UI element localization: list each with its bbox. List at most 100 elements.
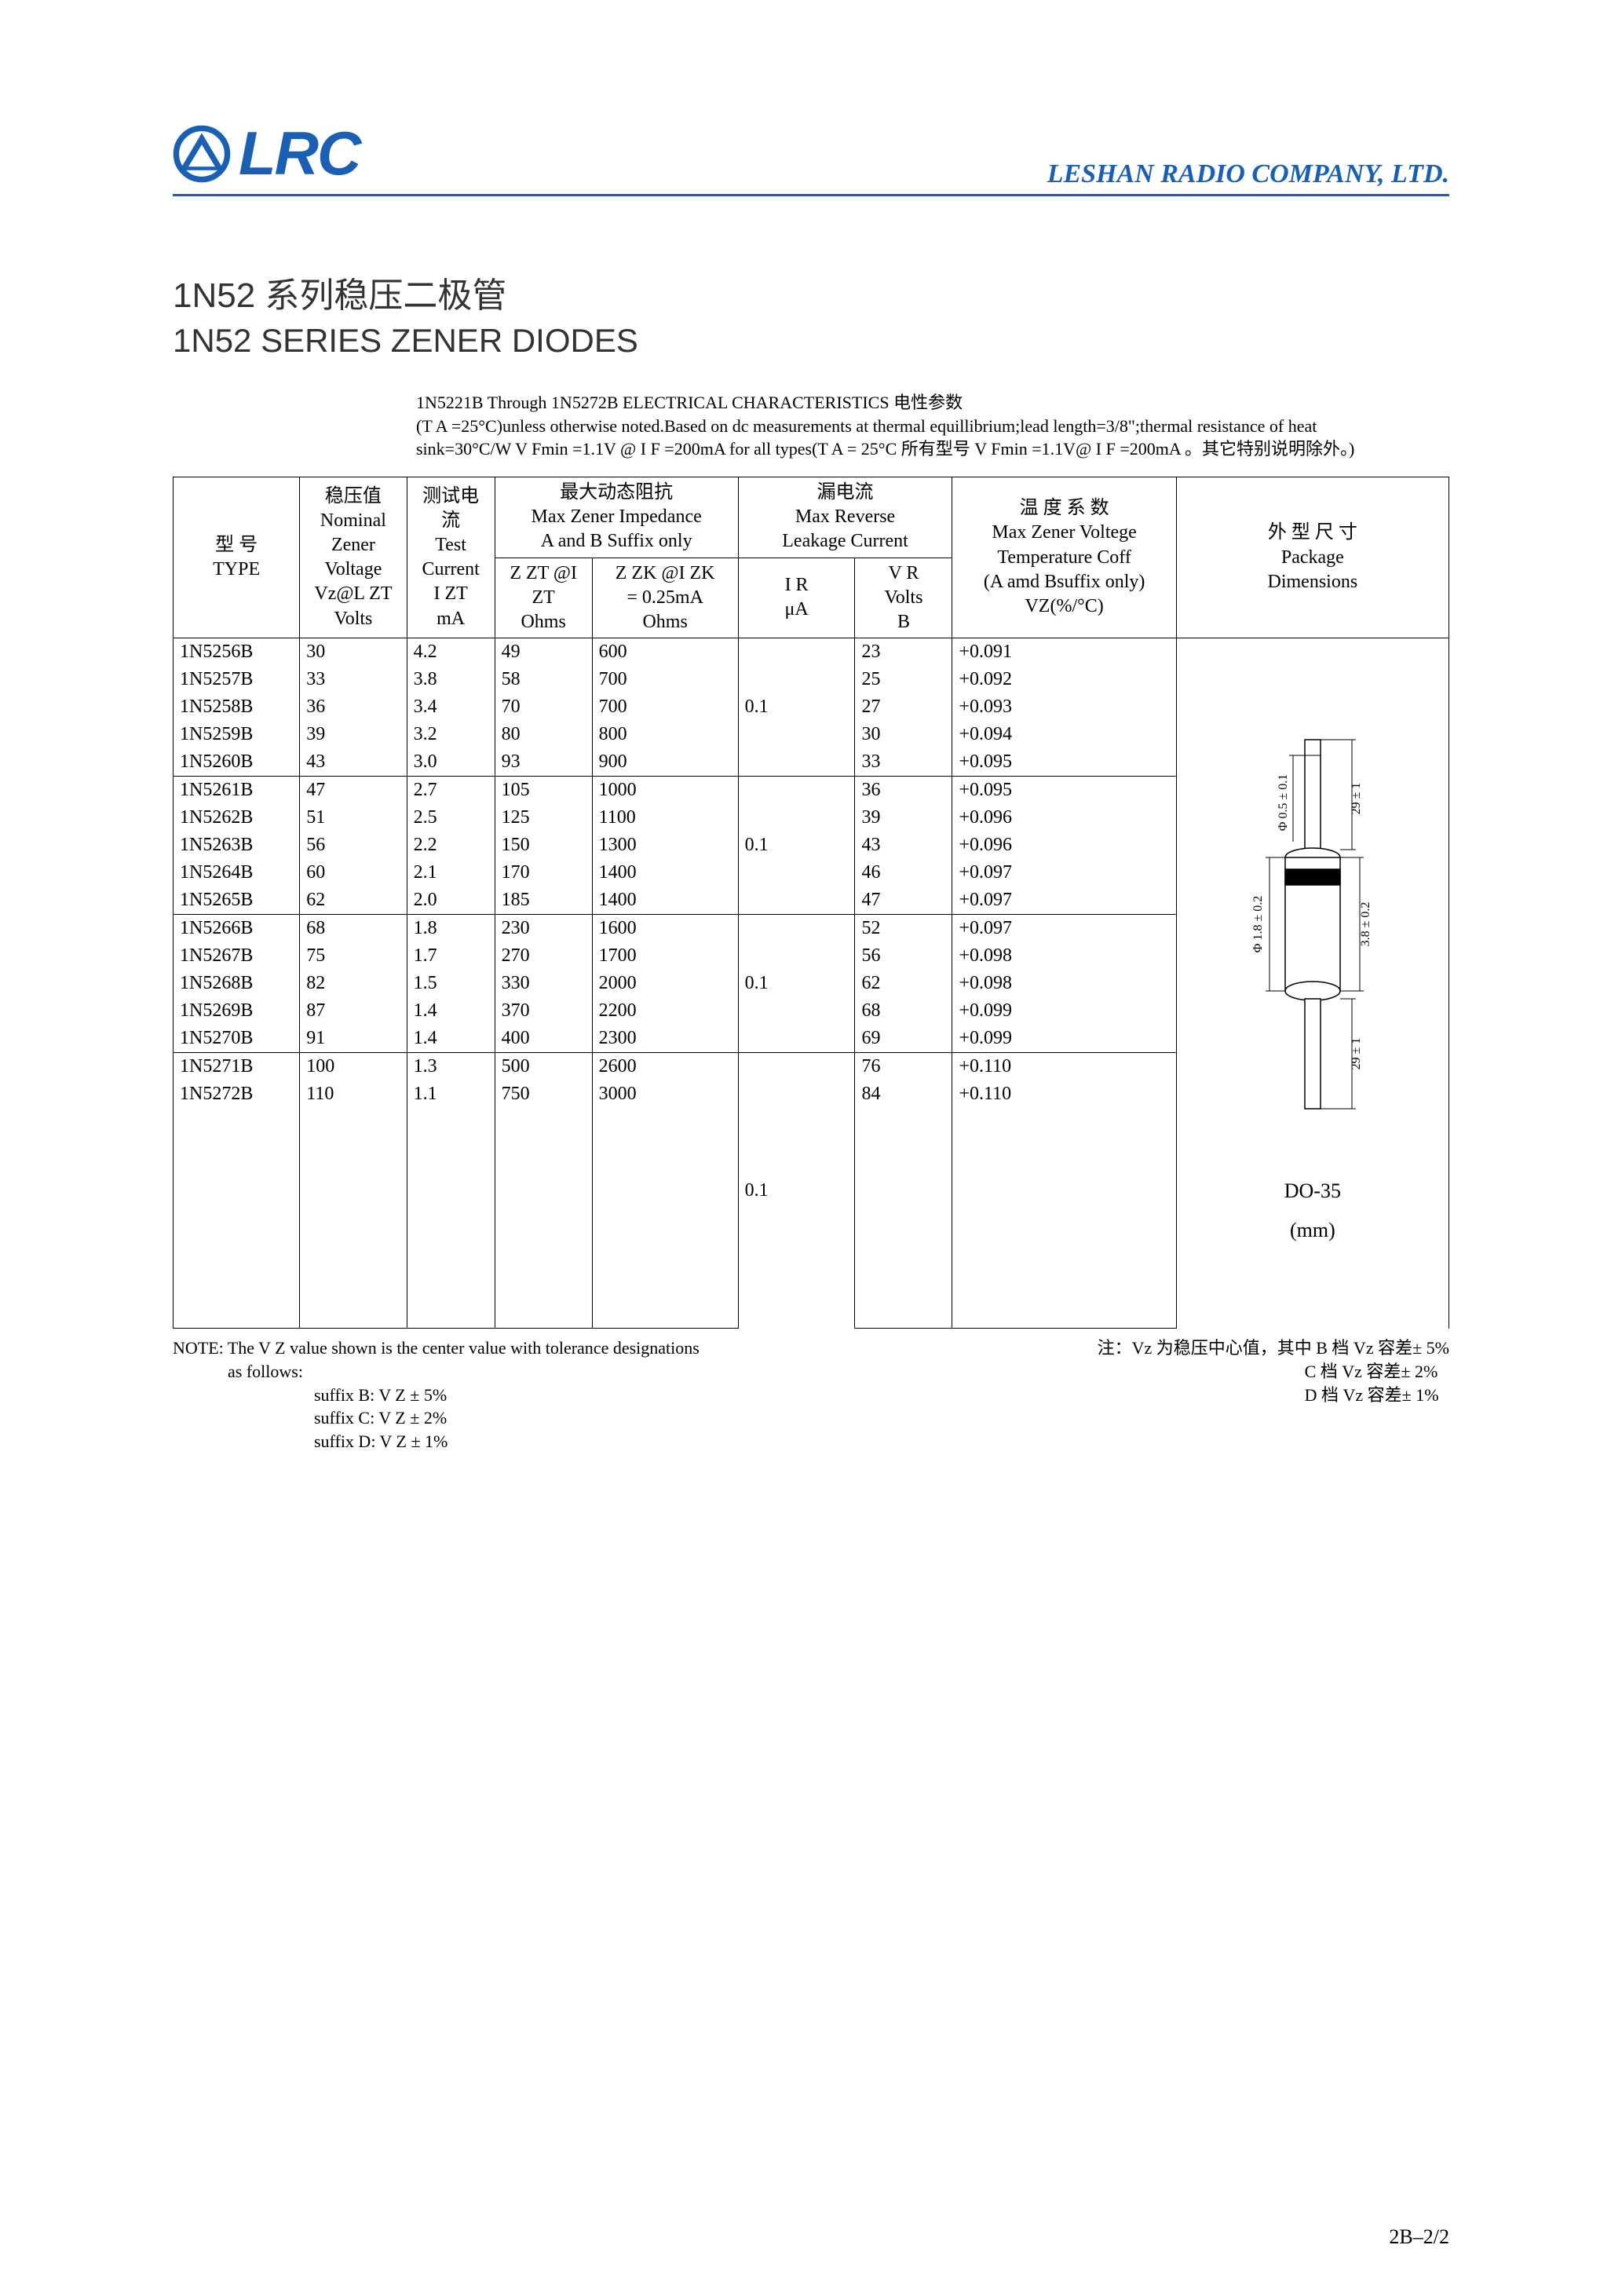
table-cell: 27 — [855, 693, 952, 721]
table-cell — [495, 1273, 592, 1300]
th-label: A and B Suffix only — [541, 531, 692, 551]
table-cell — [855, 1218, 952, 1245]
table-cell: 70 — [495, 693, 592, 721]
table-cell — [495, 1163, 592, 1190]
table-cell: 1400 — [592, 887, 738, 915]
table-cell — [855, 1163, 952, 1190]
table-cell-ir: 0.1 — [738, 638, 855, 777]
th-impedance: 最大动态阻抗 Max Zener Impedance A and B Suffi… — [495, 477, 738, 558]
th-label: Z ZK @I ZK — [616, 563, 715, 583]
th-label: Package — [1281, 547, 1344, 568]
table-cell: 170 — [495, 859, 592, 887]
table-cell: 2.7 — [407, 777, 495, 805]
page-header: LRC LESHAN RADIO COMPANY, LTD. — [173, 118, 1449, 196]
th-label: Zener — [331, 535, 375, 555]
table-cell — [407, 1300, 495, 1329]
table-cell — [174, 1135, 300, 1163]
table-cell — [174, 1273, 300, 1300]
table-cell: 2300 — [592, 1025, 738, 1053]
table-cell: 87 — [300, 997, 407, 1025]
table-cell — [855, 1108, 952, 1135]
table-cell: 4.2 — [407, 638, 495, 667]
note-line: as follows: — [228, 1360, 700, 1384]
table-cell: 39 — [300, 721, 407, 748]
table-cell: 1N5269B — [174, 997, 300, 1025]
table-cell: 1N5262B — [174, 804, 300, 832]
table-cell: +0.097 — [952, 915, 1176, 943]
note-line: C 档 Vz 容差± 2% — [1305, 1360, 1449, 1384]
note-line: D 档 Vz 容差± 1% — [1305, 1384, 1449, 1407]
table-cell — [592, 1245, 738, 1273]
blurb-line: (T A =25°C)unless otherwise noted.Based … — [416, 415, 1449, 438]
title-en: 1N52 SERIES ZENER DIODES — [173, 322, 1449, 360]
table-cell — [855, 1245, 952, 1273]
table-cell: +0.098 — [952, 970, 1176, 997]
table-cell: 1N5256B — [174, 638, 300, 667]
table-cell: 3.0 — [407, 748, 495, 777]
table-cell: 105 — [495, 777, 592, 805]
svg-text:29 ± 1: 29 ± 1 — [1350, 783, 1363, 815]
table-cell — [855, 1190, 952, 1218]
table-cell: 69 — [855, 1025, 952, 1053]
table-cell: 2600 — [592, 1053, 738, 1081]
table-cell: 49 — [495, 638, 592, 667]
table-cell: +0.094 — [952, 721, 1176, 748]
table-cell: 110 — [300, 1080, 407, 1108]
table-cell: 2.5 — [407, 804, 495, 832]
table-cell — [592, 1108, 738, 1135]
table-cell: 80 — [495, 721, 592, 748]
table-cell: 33 — [855, 748, 952, 777]
table-cell: 600 — [592, 638, 738, 667]
th-tempco: 温 度 系 数 Max Zener Voltege Temperature Co… — [952, 477, 1176, 638]
table-cell: 68 — [300, 915, 407, 943]
th-label: Max Reverse — [795, 506, 895, 527]
table-cell: 1.8 — [407, 915, 495, 943]
table-cell: 500 — [495, 1053, 592, 1081]
table-cell: 900 — [592, 748, 738, 777]
th-leakage: 漏电流 Max Reverse Leakage Current — [738, 477, 952, 558]
table-cell — [407, 1163, 495, 1190]
intro-blurb: 1N5221B Through 1N5272B ELECTRICAL CHARA… — [416, 391, 1449, 461]
table-cell: 3000 — [592, 1080, 738, 1108]
th-vr: V R Volts B — [855, 558, 952, 638]
table-cell: 2000 — [592, 970, 738, 997]
table-cell — [174, 1218, 300, 1245]
package-label: DO-35 — [1183, 1179, 1442, 1203]
table-cell — [952, 1245, 1176, 1273]
note-line: suffix C: V Z ± 2% — [314, 1406, 700, 1430]
table-cell: 1N5258B — [174, 693, 300, 721]
company-name: LESHAN RADIO COMPANY, LTD. — [1047, 159, 1449, 189]
table-cell — [592, 1163, 738, 1190]
table-cell — [407, 1245, 495, 1273]
table-cell: +0.096 — [952, 804, 1176, 832]
table-cell — [495, 1245, 592, 1273]
table-cell — [855, 1135, 952, 1163]
table-cell-ir: 0.1 — [738, 777, 855, 915]
table-cell: 1400 — [592, 859, 738, 887]
th-label: 温 度 系 数 — [1020, 498, 1109, 518]
table-cell: 33 — [300, 666, 407, 693]
th-label: Ohms — [642, 612, 687, 632]
table-cell — [952, 1218, 1176, 1245]
table-cell: 1N5265B — [174, 887, 300, 915]
table-cell: 100 — [300, 1053, 407, 1081]
table-cell: 1.4 — [407, 997, 495, 1025]
table-cell: 23 — [855, 638, 952, 667]
table-cell: 62 — [855, 970, 952, 997]
table-cell: +0.096 — [952, 832, 1176, 859]
table-cell: 330 — [495, 970, 592, 997]
table-cell — [300, 1218, 407, 1245]
table-cell: 700 — [592, 693, 738, 721]
title-cn: 1N52 系列稳压二极管 — [173, 267, 1449, 317]
table-cell — [495, 1218, 592, 1245]
table-cell: 1N5263B — [174, 832, 300, 859]
table-cell: 43 — [300, 748, 407, 777]
table-cell — [592, 1218, 738, 1245]
table-cell: 51 — [300, 804, 407, 832]
th-label: Nominal — [320, 510, 386, 531]
table-cell: 1.7 — [407, 942, 495, 970]
table-cell: 62 — [300, 887, 407, 915]
table-cell: 3.4 — [407, 693, 495, 721]
th-label: Vz@L ZT — [314, 583, 392, 604]
th-type: 型 号 TYPE — [174, 477, 300, 638]
